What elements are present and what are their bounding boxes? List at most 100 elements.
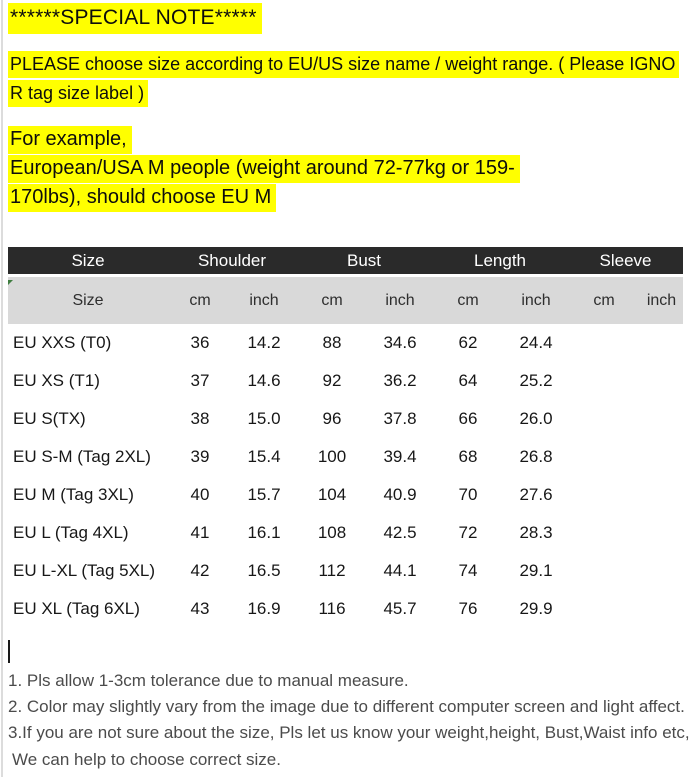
measurement-cell: 92 <box>296 362 368 400</box>
measurement-cell: 68 <box>432 438 504 476</box>
size-cell: EU XL (Tag 6XL) <box>8 590 168 628</box>
measurement-cell: 104 <box>296 476 368 514</box>
measurement-cell: 116 <box>296 590 368 628</box>
text-cursor <box>8 640 10 663</box>
table-row: EU XS (T1) 37 14.6 92 36.2 64 25.2 <box>8 362 684 400</box>
subheader-bust-cm: cm <box>296 277 368 324</box>
measurement-cell: 96 <box>296 400 368 438</box>
measurement-cell: 45.7 <box>368 590 432 628</box>
measurement-cell: 24.4 <box>504 324 568 362</box>
size-cell: EU XS (T1) <box>8 362 168 400</box>
measurement-cell: 76 <box>432 590 504 628</box>
measurement-cell: 41 <box>168 514 232 552</box>
measurement-cell: 37 <box>168 362 232 400</box>
table-row: EU XL (Tag 6XL) 43 16.9 116 45.7 76 29.9 <box>8 590 684 628</box>
measurement-cell: 100 <box>296 438 368 476</box>
subheader-bust-inch: inch <box>368 277 432 324</box>
size-cell: EU S-M (Tag 2XL) <box>8 438 168 476</box>
example-line-2: European/USA M people (weight around 72-… <box>8 155 520 183</box>
footnote-size-help-1: 3.If you are not sure about the size, Pl… <box>8 723 690 742</box>
measurement-cell: 29.1 <box>504 552 568 590</box>
measurement-cell <box>640 590 684 628</box>
size-cell: EU L (Tag 4XL) <box>8 514 168 552</box>
col-group-bust: Bust <box>296 247 432 277</box>
measurement-cell <box>568 438 640 476</box>
size-chart-table: Size Shoulder Bust Length Sleeve Size cm… <box>8 247 684 628</box>
footnote-tolerance: 1. Pls allow 1-3cm tolerance due to manu… <box>8 671 409 690</box>
size-cell: EU S(TX) <box>8 400 168 438</box>
size-cell: EU L-XL (Tag 5XL) <box>8 552 168 590</box>
page-left-border <box>1 0 3 777</box>
table-group-header-row: Size Shoulder Bust Length Sleeve <box>8 247 684 277</box>
measurement-cell: 39.4 <box>368 438 432 476</box>
measurement-cell <box>640 514 684 552</box>
measurement-cell: 39 <box>168 438 232 476</box>
size-instruction-line-1: PLEASE choose size according to EU/US si… <box>8 51 680 78</box>
measurement-cell: 43 <box>168 590 232 628</box>
measurement-cell <box>568 514 640 552</box>
measurement-cell: 42.5 <box>368 514 432 552</box>
subheader-shoulder-inch: inch <box>232 277 296 324</box>
table-unit-header-row: Size cm inch cm inch cm inch cm inch <box>8 277 684 324</box>
measurement-cell: 38 <box>168 400 232 438</box>
measurement-cell: 16.9 <box>232 590 296 628</box>
col-group-size: Size <box>8 247 168 277</box>
measurement-cell: 16.5 <box>232 552 296 590</box>
col-group-shoulder: Shoulder <box>168 247 296 277</box>
col-group-length: Length <box>432 247 568 277</box>
measurement-cell <box>568 362 640 400</box>
measurement-cell <box>568 324 640 362</box>
measurement-cell: 112 <box>296 552 368 590</box>
measurement-cell: 14.2 <box>232 324 296 362</box>
measurement-cell: 34.6 <box>368 324 432 362</box>
measurement-cell: 16.1 <box>232 514 296 552</box>
measurement-cell: 28.3 <box>504 514 568 552</box>
size-cell: EU XXS (T0) <box>8 324 168 362</box>
measurement-cell <box>568 476 640 514</box>
measurement-cell: 15.7 <box>232 476 296 514</box>
measurement-cell: 64 <box>432 362 504 400</box>
measurement-cell: 36 <box>168 324 232 362</box>
measurement-cell: 72 <box>432 514 504 552</box>
measurement-cell: 29.9 <box>504 590 568 628</box>
measurement-cell: 40.9 <box>368 476 432 514</box>
measurement-cell: 15.0 <box>232 400 296 438</box>
measurement-cell: 88 <box>296 324 368 362</box>
measurement-cell <box>640 476 684 514</box>
measurement-cell <box>568 400 640 438</box>
measurement-cell: 25.2 <box>504 362 568 400</box>
measurement-cell: 26.0 <box>504 400 568 438</box>
measurement-cell: 70 <box>432 476 504 514</box>
measurement-cell <box>568 552 640 590</box>
size-instruction-line-2: R tag size label ) <box>8 80 149 107</box>
measurement-cell: 37.8 <box>368 400 432 438</box>
table-row: EU S-M (Tag 2XL) 39 15.4 100 39.4 68 26.… <box>8 438 684 476</box>
example-line-1: For example, <box>8 126 132 154</box>
measurement-cell: 14.6 <box>232 362 296 400</box>
measurement-cell <box>640 362 684 400</box>
footnote-color: 2. Color may slightly vary from the imag… <box>8 697 685 716</box>
subheader-size: Size <box>8 277 168 324</box>
special-note-text: ******SPECIAL NOTE***** <box>8 3 262 34</box>
subheader-sleeve-cm: cm <box>568 277 640 324</box>
measurement-cell: 62 <box>432 324 504 362</box>
subheader-shoulder-cm: cm <box>168 277 232 324</box>
measurement-cell <box>640 438 684 476</box>
measurement-cell <box>640 324 684 362</box>
measurement-cell: 15.4 <box>232 438 296 476</box>
footnote-size-help-2: We can help to choose correct size. <box>12 750 281 769</box>
measurement-cell: 36.2 <box>368 362 432 400</box>
measurement-cell: 40 <box>168 476 232 514</box>
measurement-cell: 44.1 <box>368 552 432 590</box>
table-row: EU S(TX) 38 15.0 96 37.8 66 26.0 <box>8 400 684 438</box>
measurement-cell: 66 <box>432 400 504 438</box>
col-group-sleeve: Sleeve <box>568 247 684 277</box>
special-note-heading: ******SPECIAL NOTE***** <box>8 3 262 34</box>
subheader-sleeve-inch: inch <box>640 277 684 324</box>
example-line-3: 170lbs), should choose EU M <box>8 184 277 212</box>
table-row: EU L-XL (Tag 5XL) 42 16.5 112 44.1 74 29… <box>8 552 684 590</box>
measurement-cell: 26.8 <box>504 438 568 476</box>
measurement-cell <box>568 590 640 628</box>
measurement-cell <box>640 552 684 590</box>
